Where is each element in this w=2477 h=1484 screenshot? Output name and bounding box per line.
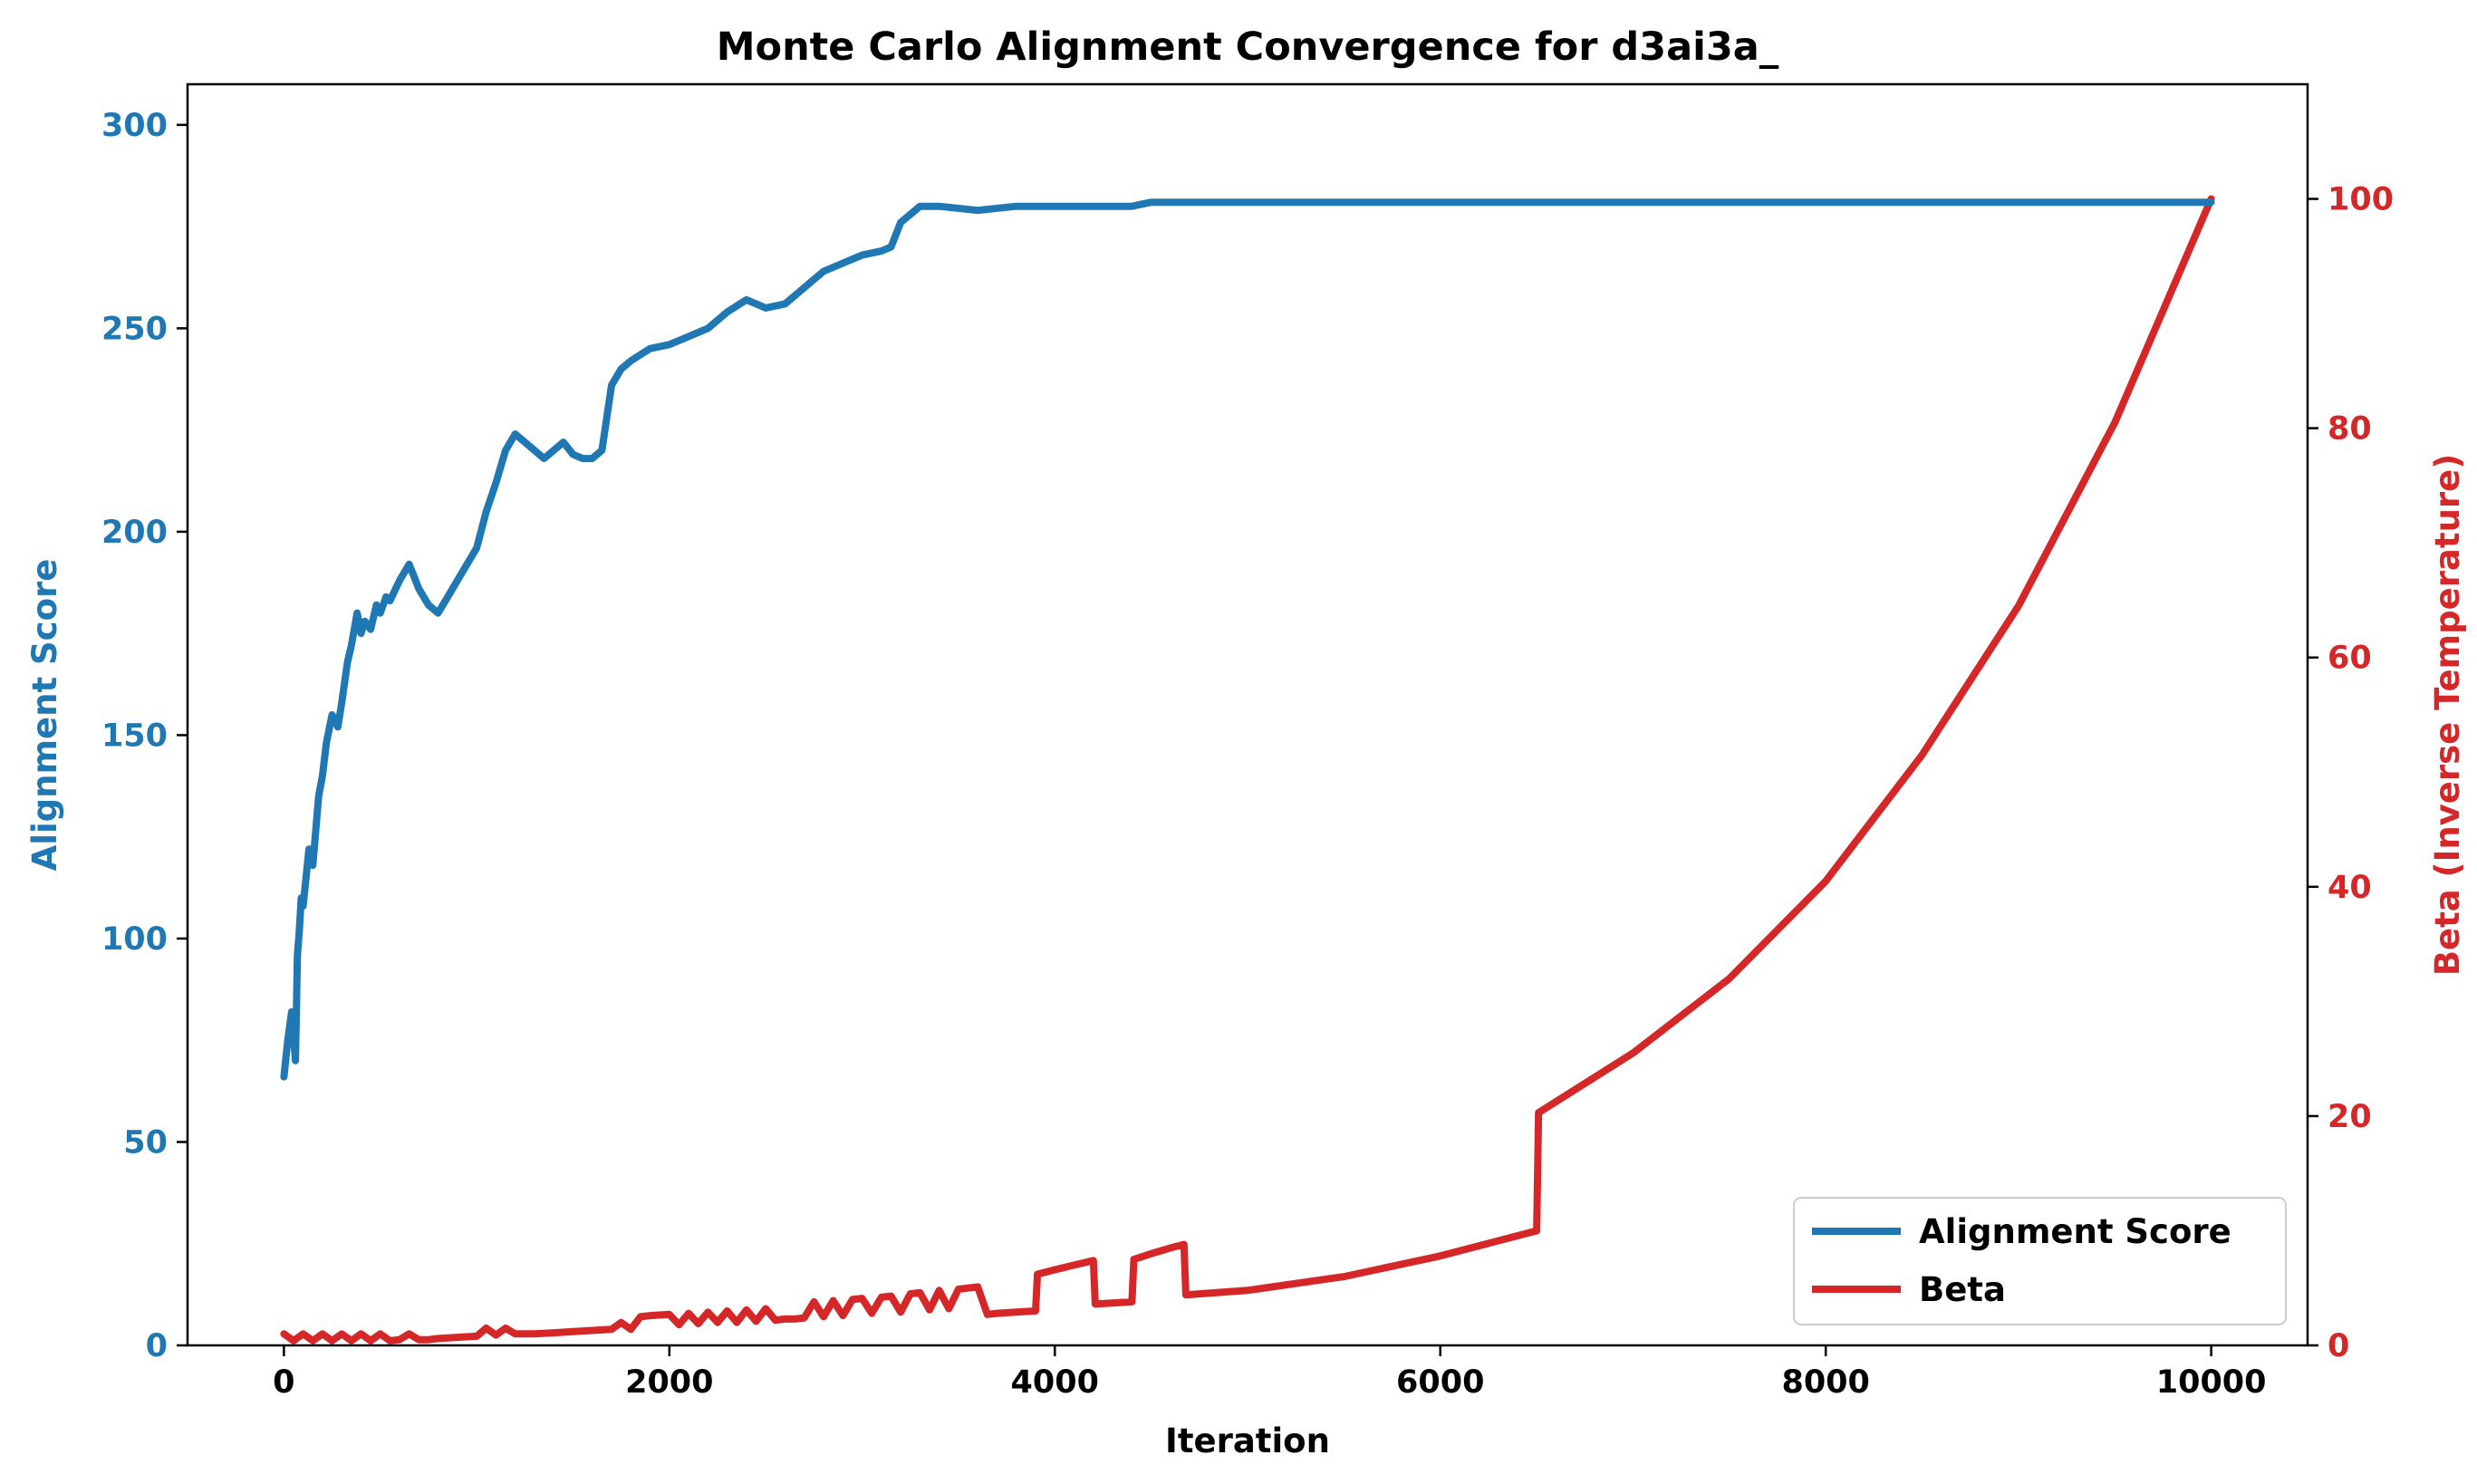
left-y-tick-label: 150 xyxy=(101,718,168,754)
right-y-axis-label: Beta (Inverse Temperature) xyxy=(2428,454,2467,976)
legend-label-alignment-score: Alignment Score xyxy=(1919,1212,2231,1251)
right-y-tick-label: 100 xyxy=(2328,182,2394,218)
left-y-tick-label: 0 xyxy=(146,1328,168,1364)
right-y-axis: 0 20 40 60 80 100 xyxy=(2308,182,2394,1364)
x-tick-label: 10000 xyxy=(2156,1364,2267,1401)
x-tick-label: 6000 xyxy=(1396,1364,1484,1401)
left-y-tick-label: 250 xyxy=(101,311,168,347)
x-tick-label: 2000 xyxy=(625,1364,713,1401)
left-y-tick-label: 100 xyxy=(101,921,168,958)
x-tick-label: 8000 xyxy=(1781,1364,1869,1401)
plot-area xyxy=(186,82,2309,1347)
beta-series-group xyxy=(280,195,2215,1344)
x-tick-label: 0 xyxy=(273,1364,294,1401)
beta-line xyxy=(280,195,2215,1344)
right-y-tick-label: 20 xyxy=(2328,1099,2372,1135)
alignment-score-series-group xyxy=(280,198,2215,1081)
x-tick-label: 4000 xyxy=(1011,1364,1099,1401)
right-y-tick-label: 0 xyxy=(2328,1328,2349,1364)
right-y-tick-label: 80 xyxy=(2328,411,2372,448)
x-axis-label: Iteration xyxy=(1165,1421,1330,1460)
left-y-axis: 0 50 100 150 200 250 300 xyxy=(101,108,188,1364)
left-y-tick-label: 200 xyxy=(101,515,168,551)
left-y-tick-label: 50 xyxy=(123,1124,168,1161)
right-y-tick-label: 60 xyxy=(2328,641,2372,677)
right-y-tick-label: 40 xyxy=(2328,870,2372,906)
plot-background xyxy=(188,84,2308,1345)
left-y-axis-label: Alignment Score xyxy=(25,559,64,872)
legend: Alignment Score Beta xyxy=(1793,1197,2287,1325)
legend-box xyxy=(1793,1197,2287,1325)
left-y-tick-label: 300 xyxy=(101,108,168,144)
plot-frame xyxy=(186,82,2309,1347)
legend-label-beta: Beta xyxy=(1919,1270,2006,1309)
chart-title: Monte Carlo Alignment Convergence for d3… xyxy=(717,24,1779,70)
x-axis: 0 2000 4000 6000 8000 10000 xyxy=(273,1345,2267,1401)
alignment-score-line xyxy=(280,198,2215,1081)
